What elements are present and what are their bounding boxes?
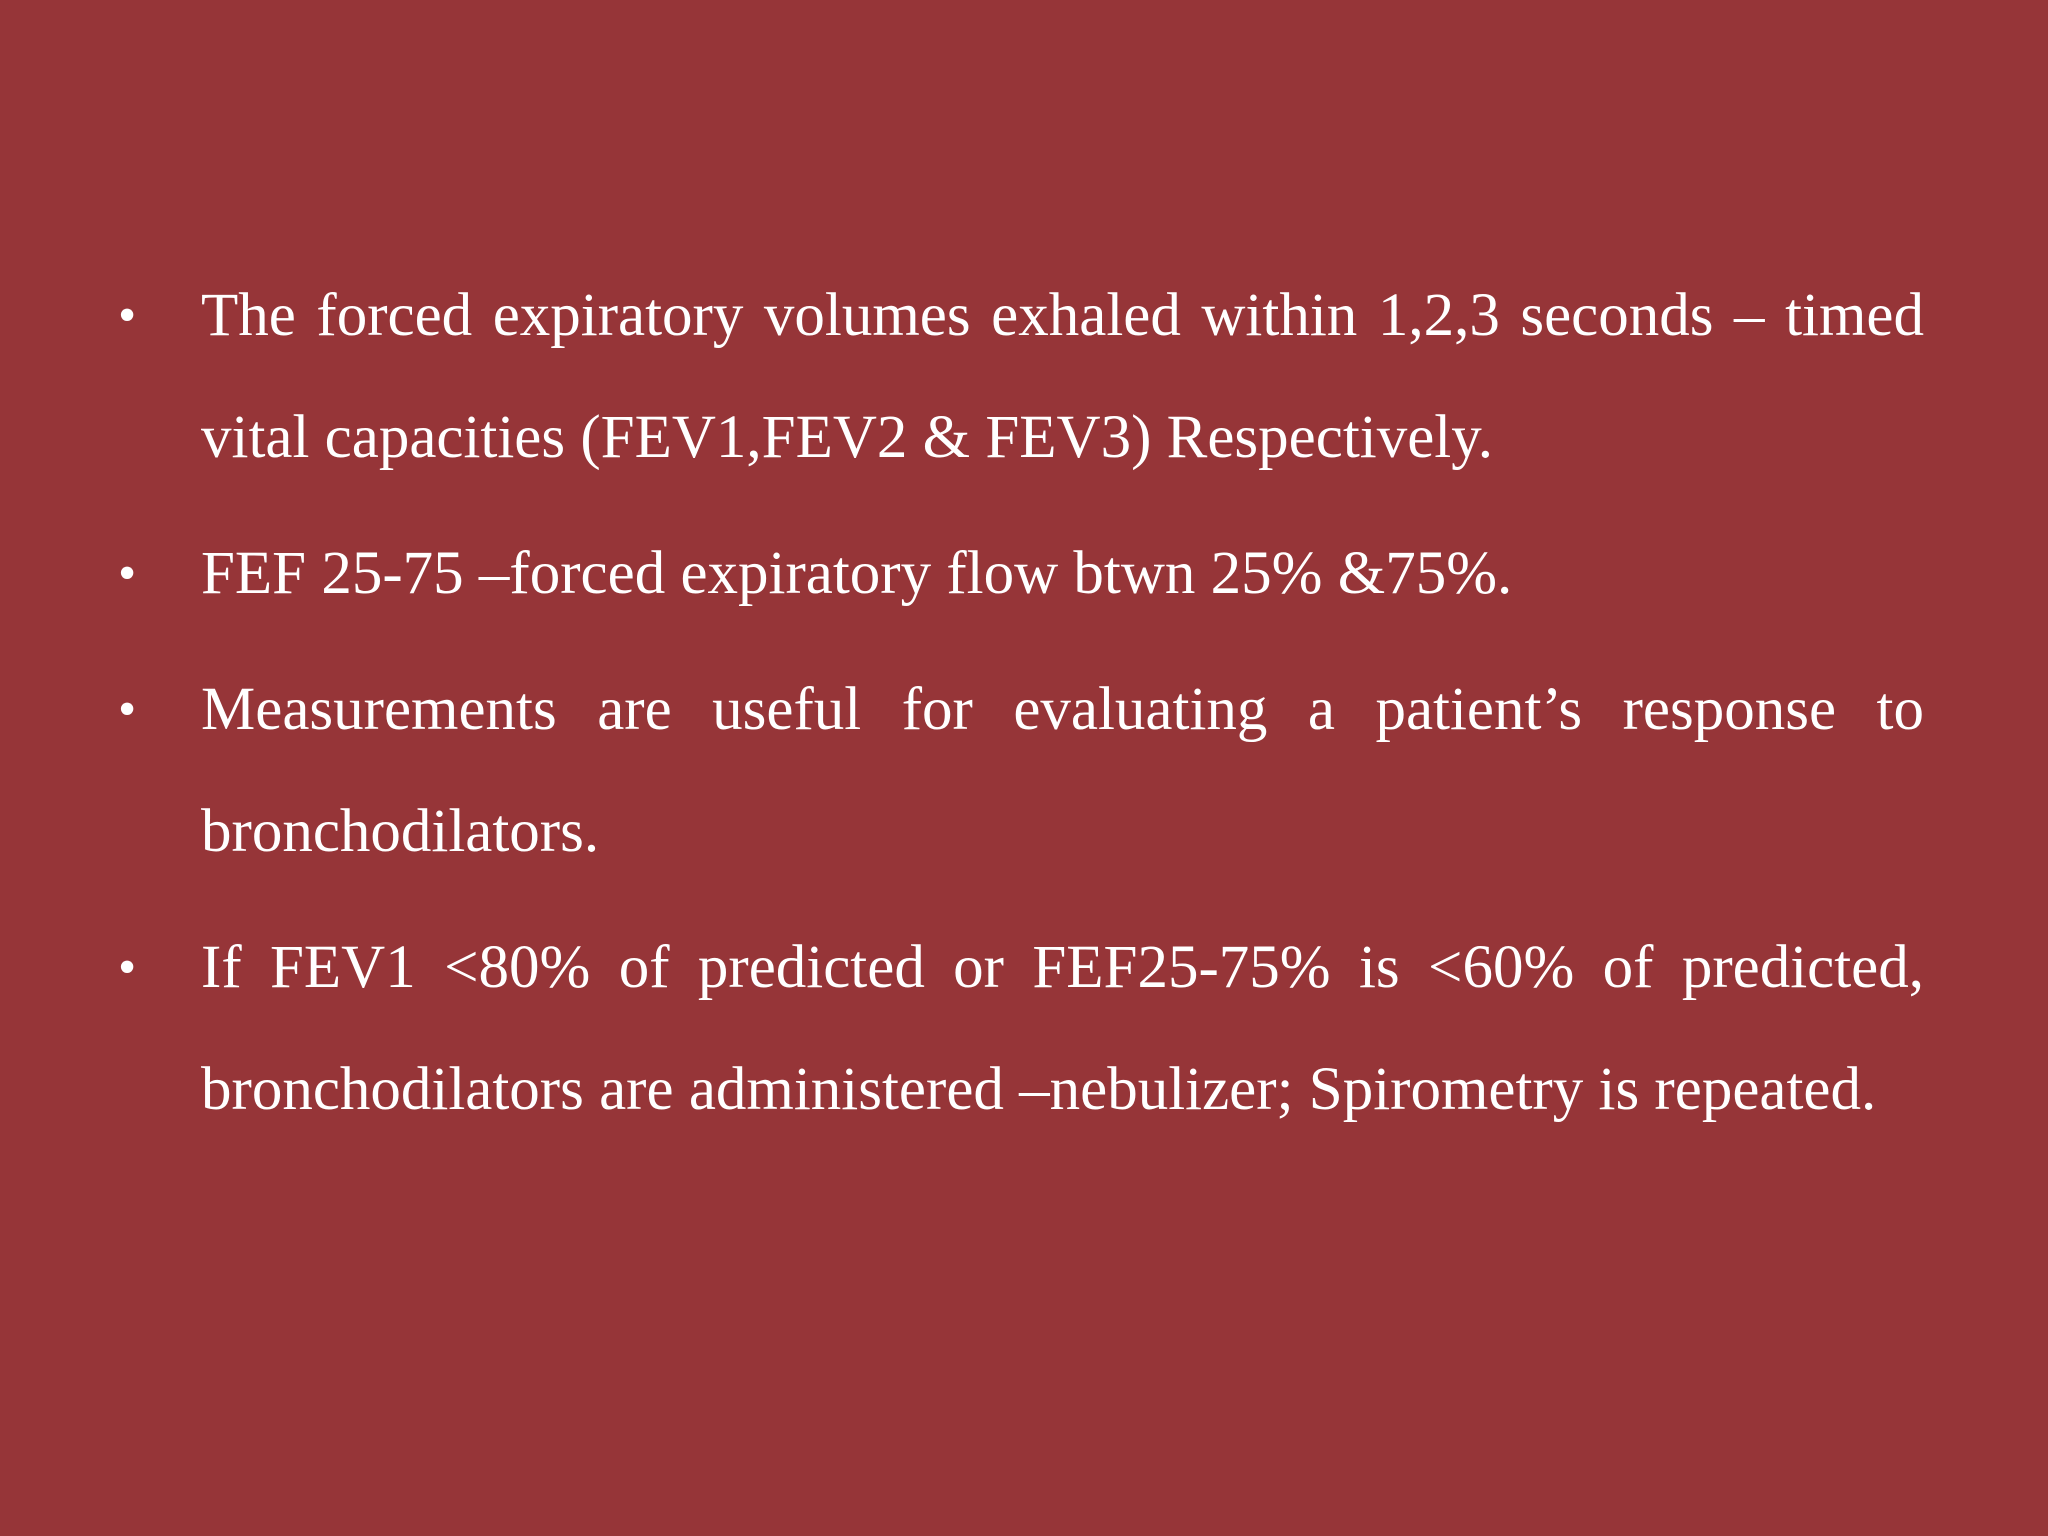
bullet-list: • The forced expiratory volumes exhaled … [118, 255, 1924, 1165]
bullet-item: • The forced expiratory volumes exhaled … [118, 255, 1924, 499]
bullet-icon: • [118, 939, 137, 996]
bullet-item: • FEF 25-75 –forced expiratory flow btwn… [118, 513, 1924, 635]
bullet-icon: • [118, 545, 137, 602]
bullet-icon: • [118, 681, 137, 738]
bullet-text: Measurements are useful for evaluating a… [201, 676, 1924, 865]
bullet-text: If FEV1 <80% of predicted or FEF25-75% i… [201, 934, 1924, 1123]
bullet-text: FEF 25-75 –forced expiratory flow btwn 2… [201, 540, 1513, 607]
bullet-icon: • [118, 287, 137, 344]
bullet-item: • If FEV1 <80% of predicted or FEF25-75%… [118, 907, 1924, 1151]
bullet-text: The forced expiratory volumes exhaled wi… [201, 282, 1924, 471]
bullet-item: • Measurements are useful for evaluating… [118, 649, 1924, 893]
